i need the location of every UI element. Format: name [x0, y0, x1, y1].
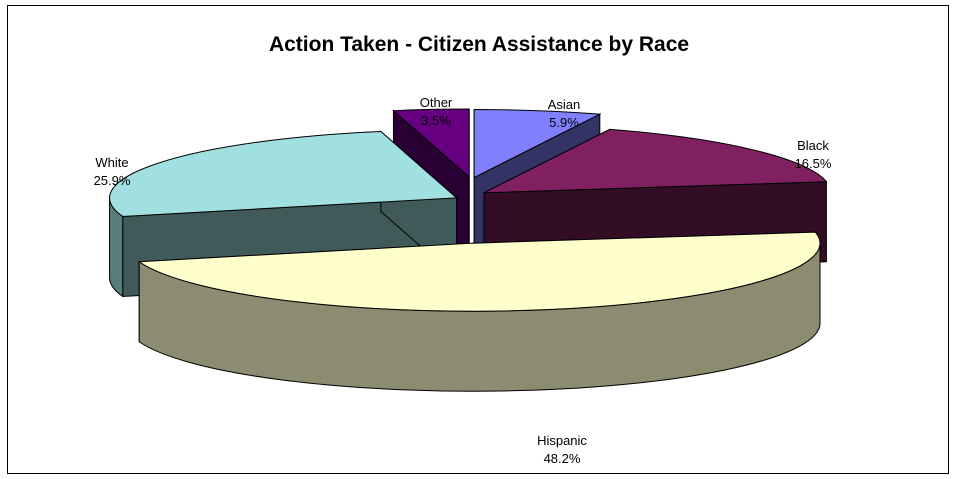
- slice-hispanic-value-label: 48.2%: [544, 451, 581, 466]
- chart-title: Action Taken - Citizen Assistance by Rac…: [268, 33, 690, 56]
- pie-labels: Asian 5.9% Black 16.5% Hispanic 48.2% White 25.…: [94, 95, 832, 466]
- slice-white-name-label: White: [95, 155, 128, 170]
- pie-tops: [109, 108, 828, 312]
- slice-black-value-label: 16.5%: [795, 156, 832, 171]
- slice-black: [483, 128, 828, 194]
- slice-other-name-label: Other: [420, 95, 453, 110]
- slice-asian-name-label: Asian: [548, 97, 581, 112]
- slice-other: [392, 108, 470, 179]
- slice-asian: [473, 109, 602, 179]
- chart-frame: Action Taken - Citizen Assistance by Rac…: [7, 5, 949, 474]
- slice-white-value-label: 25.9%: [94, 173, 131, 188]
- slice-other-value-label: 3.5%: [421, 113, 451, 128]
- slice-asian-value-label: 5.9%: [549, 115, 579, 130]
- slice-hispanic: [137, 231, 821, 312]
- pie-chart: Asian 5.9% Black 16.5% Hispanic 48.2% White 25.…: [94, 95, 832, 466]
- slice-black-name-label: Black: [797, 138, 829, 153]
- slice-white: [109, 131, 458, 217]
- slice-hispanic-name-label: Hispanic: [537, 433, 587, 448]
